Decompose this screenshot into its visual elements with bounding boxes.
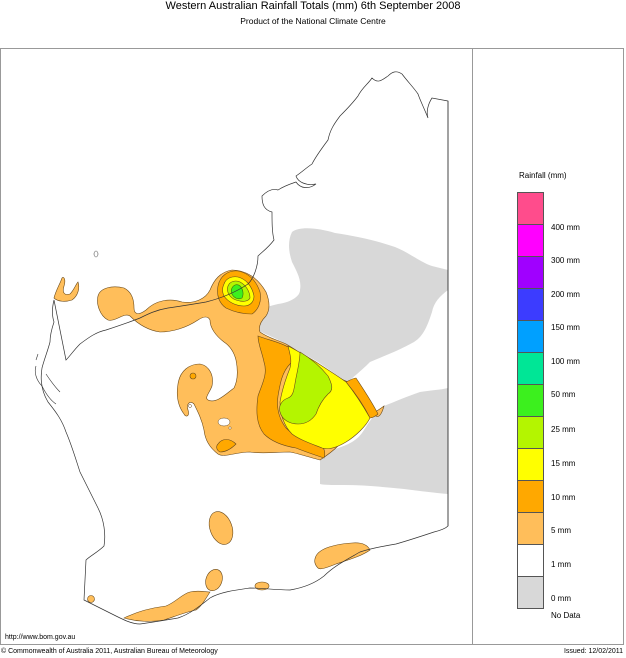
legend-label-0: 0 mm [551, 594, 571, 603]
no-data-region-south [320, 388, 448, 494]
legend-divider [472, 48, 473, 645]
legend-label-150: 150 mm [551, 323, 580, 332]
legend-label-100: 100 mm [551, 357, 580, 366]
issued-date: Issued: 12/02/2011 [563, 648, 623, 655]
no-rain-hole-small [228, 426, 232, 430]
rainfall-map [34, 71, 449, 625]
legend-label-50: 50 mm [551, 390, 576, 399]
legend-label-5: 5 mm [551, 526, 571, 535]
rain-5-10-small-patch [216, 439, 237, 453]
legend-swatch-25-50 [517, 384, 544, 417]
rain-1-5-shark-bay [53, 277, 80, 302]
rain-1-5-south-patch [205, 569, 223, 591]
rain-15-25-main [279, 351, 333, 425]
no-rain-hole [217, 417, 231, 427]
no-data-region-north [253, 228, 448, 382]
rain-1-5-south-coast [123, 590, 211, 622]
legend-swatch-0-1 [517, 544, 544, 577]
legend-swatch-150-200 [517, 288, 544, 321]
bom-url[interactable]: http://www.bom.gov.au [5, 634, 76, 641]
island [93, 250, 99, 258]
legend-swatch-50-100 [517, 352, 544, 385]
map-frame [0, 48, 624, 645]
legend-color-bar [517, 192, 544, 609]
legend-swatch-400-plus [517, 192, 544, 225]
legend-label-15: 15 mm [551, 459, 576, 468]
rain-5-10-dot [189, 372, 197, 380]
rain-1-5-cape-leeuwin [87, 595, 95, 603]
map-title: Western Australian Rainfall Totals (mm) … [165, 0, 461, 12]
rain-25-50-peak [230, 284, 244, 300]
copyright-text: © Commonwealth of Australia 2011, Austra… [1, 648, 218, 655]
map-subtitle: Product of the National Climate Centre [240, 16, 386, 26]
legend-label-300: 300 mm [551, 256, 580, 265]
legend-swatch-5-10 [517, 480, 544, 513]
legend-label-no-data: No Data [551, 611, 581, 620]
legend-swatch-100-150 [517, 320, 544, 353]
legend-swatch-300-400 [517, 224, 544, 257]
shark-bay-coast [34, 353, 61, 405]
legend-label-10: 10 mm [551, 493, 576, 502]
rain-1-5-interior-patch [208, 511, 234, 545]
rain-5-10-diagonal-band [345, 377, 379, 419]
legend-swatch-10-15 [517, 448, 544, 481]
coastline [40, 71, 449, 625]
legend-swatch-no-data [517, 576, 544, 609]
legend-label-1: 1 mm [551, 560, 571, 569]
legend-swatch-200-300 [517, 256, 544, 289]
legend-title: Rainfall (mm) [519, 171, 567, 180]
legend-swatch-1-5 [517, 512, 544, 545]
no-rain-hole-dot [188, 404, 192, 408]
legend-label-200: 200 mm [551, 290, 580, 299]
legend-swatch-15-25 [517, 416, 544, 449]
legend-label-400: 400 mm [551, 223, 580, 232]
rain-1-5-esperance [314, 542, 371, 570]
legend-label-25: 25 mm [551, 425, 576, 434]
